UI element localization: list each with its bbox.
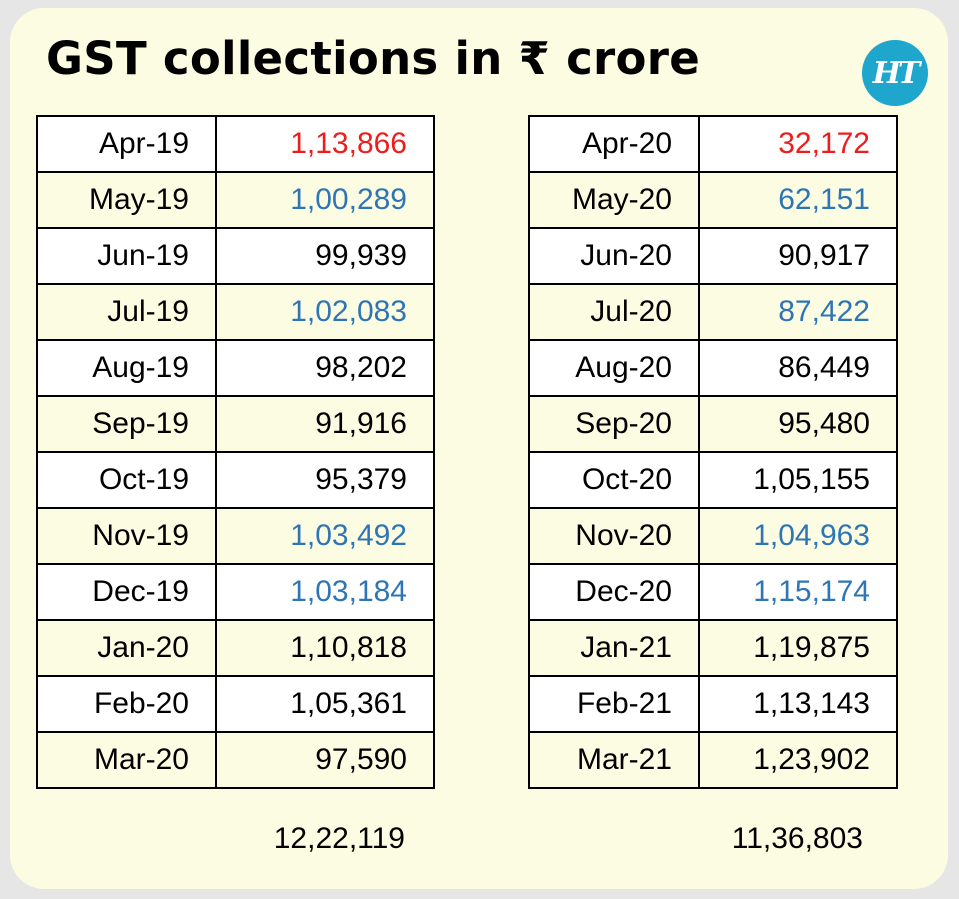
table-row: Jan-21 1,19,875 — [528, 619, 898, 677]
table-row: May-20 62,151 — [528, 171, 898, 229]
month-cell: Oct-19 — [36, 451, 217, 509]
value-cell: 95,379 — [215, 451, 435, 509]
month-cell: Sep-20 — [528, 395, 700, 453]
value-cell: 1,03,492 — [215, 507, 435, 565]
value-cell: 1,00,289 — [215, 171, 435, 229]
table-row: Nov-19 1,03,492 — [36, 507, 435, 565]
table-row: Jan-20 1,10,818 — [36, 619, 435, 677]
month-cell: Jun-19 — [36, 227, 217, 285]
value-cell: 99,939 — [215, 227, 435, 285]
table-row: Mar-20 97,590 — [36, 731, 435, 789]
value-cell: 86,449 — [698, 339, 898, 397]
table-row: Jul-19 1,02,083 — [36, 283, 435, 341]
month-cell: Sep-19 — [36, 395, 217, 453]
table-row: Aug-20 86,449 — [528, 339, 898, 397]
month-cell: Dec-19 — [36, 563, 217, 621]
table-row: Jul-20 87,422 — [528, 283, 898, 341]
month-cell: Jun-20 — [528, 227, 700, 285]
month-cell: Jan-21 — [528, 619, 700, 677]
table-row: Jun-19 99,939 — [36, 227, 435, 285]
month-cell: Jan-20 — [36, 619, 217, 677]
table-row: Apr-20 32,172 — [528, 115, 898, 173]
month-cell: May-20 — [528, 171, 700, 229]
month-cell: Nov-19 — [36, 507, 217, 565]
value-cell: 1,02,083 — [215, 283, 435, 341]
total-fy2020-21: 11,36,803 — [731, 822, 863, 855]
table-row: Sep-19 91,916 — [36, 395, 435, 453]
table-row: Dec-19 1,03,184 — [36, 563, 435, 621]
ht-logo: HT — [862, 40, 928, 106]
table-row: Mar-21 1,23,902 — [528, 731, 898, 789]
table-row: Oct-20 1,05,155 — [528, 451, 898, 509]
month-cell: Mar-20 — [36, 731, 217, 789]
value-cell: 1,23,902 — [698, 731, 898, 789]
value-cell: 1,03,184 — [215, 563, 435, 621]
month-cell: Oct-20 — [528, 451, 700, 509]
month-cell: May-19 — [36, 171, 217, 229]
month-cell: Feb-20 — [36, 675, 217, 733]
month-cell: Mar-21 — [528, 731, 700, 789]
table-row: Dec-20 1,15,174 — [528, 563, 898, 621]
month-cell: Apr-19 — [36, 115, 217, 173]
month-cell: Feb-21 — [528, 675, 700, 733]
table-row: Nov-20 1,04,963 — [528, 507, 898, 565]
value-cell: 1,05,361 — [215, 675, 435, 733]
value-cell: 1,15,174 — [698, 563, 898, 621]
table-row: Feb-21 1,13,143 — [528, 675, 898, 733]
page-title: GST collections in ₹ crore — [46, 32, 701, 85]
value-cell: 1,05,155 — [698, 451, 898, 509]
value-cell: 90,917 — [698, 227, 898, 285]
month-cell: Jul-20 — [528, 283, 700, 341]
table-row: Sep-20 95,480 — [528, 395, 898, 453]
value-cell: 62,151 — [698, 171, 898, 229]
value-cell: 95,480 — [698, 395, 898, 453]
month-cell: Aug-19 — [36, 339, 217, 397]
table-row: Jun-20 90,917 — [528, 227, 898, 285]
table-row: Aug-19 98,202 — [36, 339, 435, 397]
value-cell: 32,172 — [698, 115, 898, 173]
value-cell: 98,202 — [215, 339, 435, 397]
value-cell: 91,916 — [215, 395, 435, 453]
month-cell: Dec-20 — [528, 563, 700, 621]
table-row: Apr-19 1,13,866 — [36, 115, 435, 173]
month-cell: Apr-20 — [528, 115, 700, 173]
value-cell: 1,04,963 — [698, 507, 898, 565]
month-cell: Jul-19 — [36, 283, 217, 341]
value-cell: 1,13,866 — [215, 115, 435, 173]
gst-table-fy2020-21: Apr-20 32,172 May-20 62,151 Jun-20 90,917 Jul-… — [528, 115, 898, 789]
table-row: May-19 1,00,289 — [36, 171, 435, 229]
gst-table-fy2019-20: Apr-19 1,13,866 May-19 1,00,289 Jun-19 99,939… — [36, 115, 435, 789]
month-cell: Aug-20 — [528, 339, 700, 397]
value-cell: 1,13,143 — [698, 675, 898, 733]
value-cell: 1,19,875 — [698, 619, 898, 677]
table-row: Feb-20 1,05,361 — [36, 675, 435, 733]
value-cell: 97,590 — [215, 731, 435, 789]
total-fy2019-20: 12,22,119 — [273, 822, 405, 855]
table-row: Oct-19 95,379 — [36, 451, 435, 509]
month-cell: Nov-20 — [528, 507, 700, 565]
value-cell: 1,10,818 — [215, 619, 435, 677]
value-cell: 87,422 — [698, 283, 898, 341]
